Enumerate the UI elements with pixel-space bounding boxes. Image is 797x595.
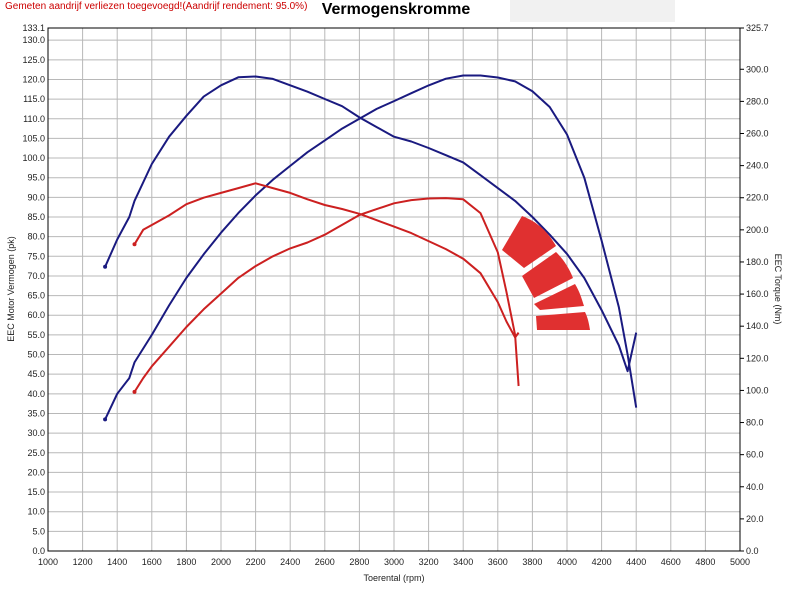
y2-tick-label: 240.0 bbox=[746, 161, 769, 171]
red-logo-icon bbox=[502, 216, 590, 330]
y2-tick-label: 200.0 bbox=[746, 225, 769, 235]
y2-tick-label: 300.0 bbox=[746, 64, 769, 74]
x-tick-label: 4600 bbox=[661, 557, 681, 567]
y-tick-label: 90.0 bbox=[27, 192, 45, 202]
x-tick-label: 5000 bbox=[730, 557, 750, 567]
x-tick-label: 3800 bbox=[522, 557, 542, 567]
y-tick-label: 75.0 bbox=[27, 251, 45, 261]
y-tick-label: 15.0 bbox=[27, 487, 45, 497]
x-tick-label: 3000 bbox=[384, 557, 404, 567]
x-tick-label: 1000 bbox=[38, 557, 58, 567]
y2-tick-label: 180.0 bbox=[746, 257, 769, 267]
y-tick-label: 40.0 bbox=[27, 389, 45, 399]
series-layer bbox=[103, 74, 638, 422]
y2-tick-label: 100.0 bbox=[746, 385, 769, 395]
x-tick-label: 2000 bbox=[211, 557, 231, 567]
y2-tick-label: 140.0 bbox=[746, 321, 769, 331]
y-tick-label: 10.0 bbox=[27, 507, 45, 517]
x-tick-label: 4400 bbox=[626, 557, 646, 567]
y2-tick-label: 60.0 bbox=[746, 450, 764, 460]
series-start-point bbox=[103, 264, 108, 269]
series-start-point bbox=[132, 389, 137, 394]
y-tick-label: 55.0 bbox=[27, 330, 45, 340]
x-tick-label: 2200 bbox=[246, 557, 266, 567]
y-axis-label: EEC Motor Vermogen (pk) bbox=[6, 236, 16, 342]
y-tick-label: 30.0 bbox=[27, 428, 45, 438]
y-tick-label: 110.0 bbox=[23, 114, 45, 124]
y2-tick-label: 20.0 bbox=[746, 514, 764, 524]
y2-axis-label: EEC Torque (Nm) bbox=[773, 254, 783, 325]
y-tick-label: 60.0 bbox=[27, 310, 45, 320]
series-line-4 bbox=[133, 182, 520, 339]
x-tick-label: 1400 bbox=[107, 557, 127, 567]
y2-tick-label: 120.0 bbox=[746, 353, 769, 363]
y2-tick-label: 160.0 bbox=[746, 289, 769, 299]
chart-grid bbox=[47, 27, 741, 552]
x-tick-label: 3600 bbox=[488, 557, 508, 567]
x-axis-label: Toerental (rpm) bbox=[363, 573, 424, 583]
y-tick-label: 20.0 bbox=[27, 467, 45, 477]
x-tick-label: 1200 bbox=[73, 557, 93, 567]
y-tick-label: 0.0 bbox=[32, 546, 45, 556]
y2-tick-label: 220.0 bbox=[746, 193, 769, 203]
y-tick-label: 70.0 bbox=[27, 271, 45, 281]
x-tick-label: 3200 bbox=[419, 557, 439, 567]
y-tick-label: 85.0 bbox=[27, 212, 45, 222]
y-tick-label: 125.0 bbox=[22, 55, 45, 65]
x-tick-label: 2600 bbox=[315, 557, 335, 567]
x-tick-label: 3400 bbox=[453, 557, 473, 567]
y-tick-label: 25.0 bbox=[27, 448, 45, 458]
x-tick-label: 2400 bbox=[280, 557, 300, 567]
series-line-1 bbox=[104, 74, 638, 420]
series-start-point bbox=[132, 242, 137, 247]
x-tick-label: 4000 bbox=[557, 557, 577, 567]
axis-ticks: 1000 1200 1400 1600 1800 2000 2200 2400 2600 2800… bbox=[22, 23, 768, 567]
y-tick-label: 65.0 bbox=[27, 291, 45, 301]
y-tick-label: 95.0 bbox=[27, 173, 45, 183]
y2-tick-label: 0.0 bbox=[746, 546, 759, 556]
y-tick-label: 133.1 bbox=[22, 23, 45, 33]
y2-tick-label: 40.0 bbox=[746, 482, 764, 492]
y-tick-label: 105.0 bbox=[22, 133, 45, 143]
x-tick-label: 2800 bbox=[349, 557, 369, 567]
y-tick-label: 80.0 bbox=[27, 232, 45, 242]
drivetrain-loss-note: Gemeten aandrijf verliezen toegevoegd!(A… bbox=[5, 1, 308, 12]
y-tick-label: 120.0 bbox=[22, 74, 45, 84]
x-tick-label: 4200 bbox=[592, 557, 612, 567]
x-tick-label: 1800 bbox=[176, 557, 196, 567]
y-tick-label: 115.0 bbox=[23, 94, 45, 104]
y2-tick-label: 80.0 bbox=[746, 418, 764, 428]
title-background bbox=[510, 0, 675, 22]
y-tick-label: 100.0 bbox=[22, 153, 45, 163]
series-line-3 bbox=[133, 197, 520, 393]
y-tick-label: 50.0 bbox=[27, 350, 45, 360]
y-tick-label: 45.0 bbox=[27, 369, 45, 379]
series-line-2 bbox=[104, 75, 638, 373]
y-tick-label: 35.0 bbox=[27, 408, 45, 418]
x-tick-label: 1600 bbox=[142, 557, 162, 567]
series-start-point bbox=[103, 417, 108, 422]
y2-tick-label: 280.0 bbox=[746, 96, 769, 106]
y2-tick-label: 260.0 bbox=[746, 128, 769, 138]
chart-title: Vermogenskromme bbox=[321, 1, 471, 18]
y-tick-label: 130.0 bbox=[22, 35, 45, 45]
y-tick-label: 5.0 bbox=[32, 526, 45, 536]
y2-tick-label: 325.7 bbox=[746, 23, 769, 33]
x-tick-label: 4800 bbox=[695, 557, 715, 567]
